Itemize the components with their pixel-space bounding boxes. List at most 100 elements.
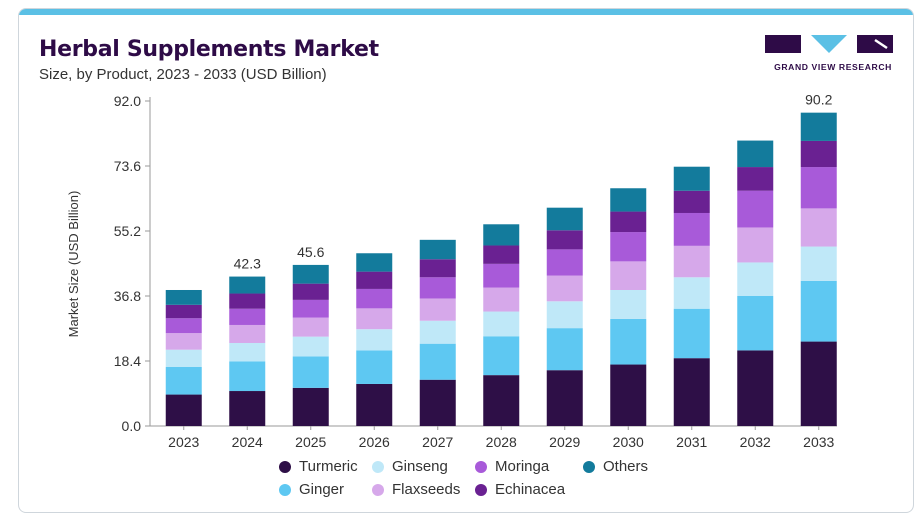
bar-segment-echinacea-2030 [610,211,647,233]
bar-segment-echinacea-2023 [165,304,202,319]
bar-segment-ginseng-2029 [546,301,583,329]
legend-swatch [372,460,384,473]
bar-segment-turmeric-2026 [356,383,393,426]
total-label-2024: 42.3 [234,256,261,272]
total-label-2025: 45.6 [297,244,324,260]
total-label-2033: 90.2 [805,92,832,108]
x-tick-label: 2032 [740,434,771,450]
bar-segment-moringa-2028 [483,263,520,288]
chart-card: Herbal Supplements Market Size, by Produ… [18,8,914,513]
x-tick-label: 2027 [422,434,453,450]
x-tick-label: 2024 [232,434,263,450]
y-tick-label: 18.4 [114,353,141,369]
bar-segment-ginseng-2027 [419,320,456,344]
legend-label: Flaxseeds [392,481,461,498]
bar-segment-ginseng-2032 [737,262,774,296]
y-tick-label: 92.0 [114,93,141,109]
y-tick-label: 73.6 [114,158,141,174]
accent-bar [19,9,913,15]
legend-label: Ginger [299,481,345,498]
bar-segment-ginger-2025 [292,356,329,388]
bar-segment-echinacea-2026 [356,271,393,289]
bar-segment-moringa-2031 [673,212,710,246]
y-tick-label: 36.8 [114,288,141,304]
bar-segment-flaxseeds-2033 [800,208,837,247]
x-tick-label: 2030 [613,434,644,450]
bar-segment-ginger-2032 [737,296,774,351]
bar-segment-others-2023 [165,289,202,305]
bar-segment-ginger-2030 [610,318,647,365]
bar-segment-moringa-2025 [292,299,329,318]
bar-segment-turmeric-2032 [737,350,774,426]
bar-segment-others-2024 [229,276,266,294]
bar-segment-echinacea-2029 [546,230,583,250]
legend-swatch [475,460,487,473]
bar-segment-turmeric-2025 [292,387,329,426]
bar-segment-flaxseeds-2023 [165,333,202,350]
bar-segment-echinacea-2031 [673,190,710,213]
legend-item-ginger: Ginger [279,481,344,498]
brand-logo-block-left [765,35,801,53]
legend-swatch [372,483,384,496]
legend-item-others: Others [583,458,648,475]
legend-label: Moringa [495,458,550,475]
bar-segment-others-2032 [737,140,774,168]
legend-item-moringa: Moringa [475,458,549,475]
legend-label: Others [603,458,649,475]
bar-segment-turmeric-2023 [165,394,202,426]
bar-segment-ginseng-2033 [800,246,837,281]
brand-logo-stroke [874,38,888,50]
bar-segment-turmeric-2030 [610,364,647,426]
stacked-bar-chart: 0.0 18.4 36.8 55.2 73.6 92.0 Market Size (USD … [66,92,837,450]
legend-item-echinacea: Echinacea [475,481,565,498]
bar-segment-turmeric-2029 [546,370,583,426]
x-tick-label: 2033 [803,434,834,450]
bar-segment-others-2033 [800,112,837,141]
bar-segment-ginseng-2028 [483,311,520,337]
chart-subtitle: Size, by Product, 2023 - 2033 (USD Billi… [39,66,327,83]
bar-segment-flaxseeds-2032 [737,227,774,263]
legend-swatch [583,460,595,473]
bar-segment-others-2029 [546,207,583,231]
x-tick-label: 2023 [168,434,199,450]
legend-label: Ginseng [392,458,448,475]
x-tick-label: 2026 [359,434,390,450]
bar-segment-flaxseeds-2027 [419,298,456,321]
bar-segment-flaxseeds-2026 [356,308,393,330]
bar-segment-ginger-2028 [483,336,520,376]
bar-segment-moringa-2030 [610,232,647,262]
bar-segment-turmeric-2027 [419,379,456,426]
x-tick-label: 2028 [486,434,517,450]
bar-segment-flaxseeds-2028 [483,287,520,312]
bar-segment-flaxseeds-2030 [610,261,647,290]
x-tick-label: 2031 [676,434,707,450]
bar-segment-echinacea-2027 [419,259,456,278]
bar-segment-ginger-2027 [419,343,456,380]
bar-segment-turmeric-2028 [483,375,520,426]
chart-title: Herbal Supplements Market [39,37,379,62]
bar-segment-moringa-2033 [800,167,837,209]
y-axis-title: Market Size (USD Billion) [66,191,81,338]
bar-segment-ginger-2023 [165,367,202,395]
bar-segment-echinacea-2028 [483,245,520,264]
legend-label: Echinacea [495,481,566,498]
bar-segment-echinacea-2024 [229,293,266,309]
bar-segment-moringa-2024 [229,308,266,325]
bar-segment-others-2028 [483,224,520,246]
bar-segment-ginger-2024 [229,361,266,392]
bar-segment-turmeric-2031 [673,358,710,426]
legend-item-ginseng: Ginseng [372,458,448,475]
bar-segment-echinacea-2033 [800,140,837,168]
bar-segment-others-2026 [356,253,393,272]
bar-segment-others-2025 [292,264,329,284]
bar-segment-ginseng-2026 [356,329,393,351]
bar-segment-others-2027 [419,239,456,260]
legend-swatch [279,460,291,473]
brand-logo-block-right [857,35,893,53]
brand-logo-triangle [811,35,847,53]
chart-legend: Turmeric Ginseng Moringa Others Ginger Flaxse… [279,458,699,502]
bar-segment-turmeric-2024 [229,391,266,426]
bar-segment-ginseng-2025 [292,336,329,357]
bar-segment-ginseng-2024 [229,342,266,362]
bar-segment-ginger-2031 [673,308,710,359]
